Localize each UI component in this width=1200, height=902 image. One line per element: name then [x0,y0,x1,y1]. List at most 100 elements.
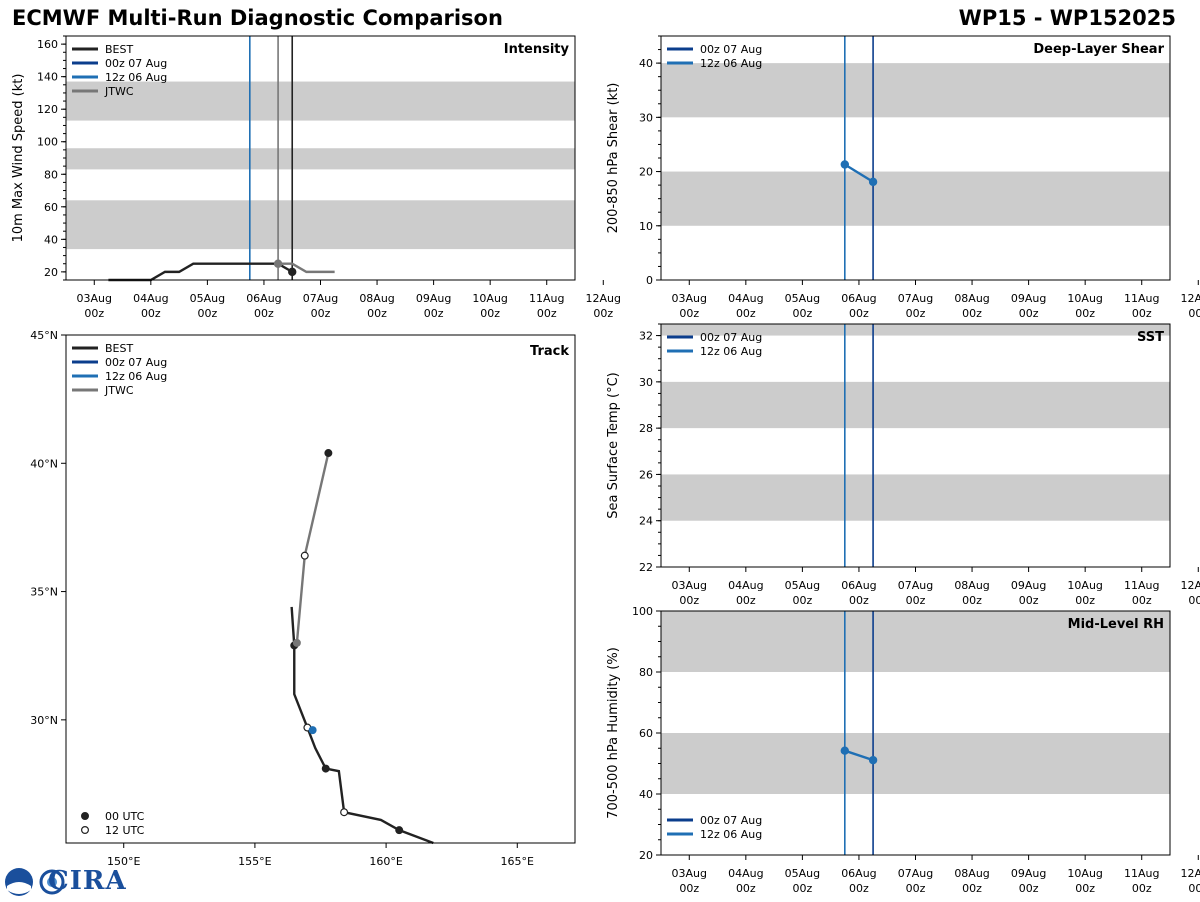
intensity-ytick-label-1: 40 [44,233,58,246]
shear-band-1 [661,63,1170,118]
rh-xtick-hour-1: 00z [736,882,756,895]
sst-xtick-date-0: 03Aug [672,579,707,592]
shear-ylabel: 200-850 hPa Shear (kt) [606,83,621,234]
intensity-legend-label-0: BEST [105,43,133,56]
shear-xtick-hour-0: 00z [679,307,699,320]
shear-xtick-date-6: 09Aug [1011,292,1046,305]
intensity-ylabel: 10m Max Wind Speed (kt) [11,74,26,243]
intensity-xtick-hour-9: 00z [593,307,613,320]
track-series-0-point-2 [321,764,330,773]
shear-ytick-label-2: 20 [639,166,653,179]
intensity-band-2 [66,81,575,121]
sst-xtick-date-3: 06Aug [841,579,876,592]
rh-xtick-date-6: 09Aug [1011,867,1046,880]
sst-legend-label-0: 00z 07 Aug [700,331,762,344]
shear-xtick-date-4: 07Aug [898,292,933,305]
track-series-1-point-1 [300,551,309,560]
shear-xtick-hour-6: 00z [1019,307,1039,320]
track-xtick-label-2: 160°E [369,855,402,868]
rh-ytick-label-2: 60 [639,727,653,740]
intensity-xtick-date-3: 06Aug [246,292,281,305]
shear-xtick-hour-4: 00z [906,307,926,320]
intensity-ytick-label-3: 80 [44,168,58,181]
sst-xtick-hour-7: 00z [1075,594,1095,607]
storm-id-title: WP15 - WP152025 [958,6,1176,30]
rh-xtick-date-4: 07Aug [898,867,933,880]
shear-xtick-hour-8: 00z [1132,307,1152,320]
intensity-xtick-date-7: 10Aug [472,292,507,305]
rh-xtick-date-8: 11Aug [1124,867,1159,880]
track-frame [65,334,576,844]
shear-legend-label-1: 12z 06 Aug [700,57,762,70]
rh-xtick-hour-7: 00z [1075,882,1095,895]
rh-xtick-date-0: 03Aug [672,867,707,880]
sst-xtick-date-4: 07Aug [898,579,933,592]
rh-ytick-label-3: 80 [639,666,653,679]
track-marker-legend-1 [80,825,89,834]
track-legend-label-1: 00z 07 Aug [105,356,167,369]
track-marker-legend-0 [80,811,89,820]
noaa-globe-icon [5,868,65,896]
rh-xtick-hour-9: 00z [1188,882,1200,895]
track-ytick-label-0: 30°N [30,714,58,727]
sst-band-2 [661,324,1170,336]
sst-xtick-hour-3: 00z [849,594,869,607]
rh-xtick-hour-5: 00z [962,882,982,895]
sst-xtick-hour-1: 00z [736,594,756,607]
track-xtick-label-1: 155°E [238,855,271,868]
intensity-xtick-hour-7: 00z [480,307,500,320]
rh-legend-label-0: 00z 07 Aug [700,814,762,827]
sst-xtick-hour-6: 00z [1019,594,1039,607]
shear-legend-label-0: 00z 07 Aug [700,43,762,56]
track-series-0-line [290,606,434,845]
sst-xtick-date-5: 08Aug [954,579,989,592]
rh-ytick-label-0: 20 [639,849,653,862]
sst-xtick-hour-4: 00z [906,594,926,607]
intensity-series-1-line [278,262,335,274]
intensity-xtick-date-8: 11Aug [529,292,564,305]
track-legend-label-2: 12z 06 Aug [105,370,167,383]
shear-xtick-hour-5: 00z [962,307,982,320]
intensity-legend-label-1: 00z 07 Aug [105,57,167,70]
rh-xtick-date-7: 10Aug [1067,867,1102,880]
sst-xtick-date-8: 11Aug [1124,579,1159,592]
intensity-xtick-hour-0: 00z [84,307,104,320]
shear-xtick-hour-1: 00z [736,307,756,320]
intensity-series-0-point-0 [288,267,297,277]
track-panel-label: Track [530,344,569,359]
shear-xtick-hour-3: 00z [849,307,869,320]
rh-xtick-hour-2: 00z [792,882,812,895]
intensity-band-0 [66,200,575,250]
sst-ytick-label-5: 32 [639,330,653,343]
sst-xtick-hour-0: 00z [679,594,699,607]
sst-panel-label: SST [1137,330,1164,345]
intensity-xtick-date-6: 09Aug [416,292,451,305]
track-legend-label-0: BEST [105,342,133,355]
shear-series-0-point-1 [868,177,878,187]
intensity-xtick-hour-3: 00z [254,307,274,320]
track-marker-legend-label-0: 00 UTC [105,810,145,823]
intensity-legend-label-3: JTWC [104,85,134,98]
track-ytick-label-2: 40°N [30,457,58,470]
intensity-xtick-hour-6: 00z [424,307,444,320]
intensity-xtick-date-5: 08Aug [359,292,394,305]
shear-series-0-line [844,163,874,183]
intensity-xtick-hour-2: 00z [197,307,217,320]
intensity-xtick-hour-1: 00z [141,307,161,320]
rh-band-1 [661,611,1170,672]
intensity-xtick-hour-8: 00z [537,307,557,320]
shear-xtick-date-3: 06Aug [841,292,876,305]
sst-xtick-date-9: 12Aug [1181,579,1200,592]
sst-ytick-label-4: 30 [639,376,653,389]
shear-xtick-date-1: 04Aug [728,292,763,305]
intensity-legend-label-2: 12z 06 Aug [105,71,167,84]
cira-logo: CIRA [4,866,126,898]
intensity-ytick-label-2: 60 [44,201,58,214]
sst-frame [660,323,1171,568]
track-legend-label-3: JTWC [104,384,134,397]
track-xtick-label-3: 165°E [501,855,534,868]
rh-ytick-label-1: 40 [639,788,653,801]
intensity-ytick-label-4: 100 [37,136,58,149]
rh-xtick-date-9: 12Aug [1181,867,1200,880]
